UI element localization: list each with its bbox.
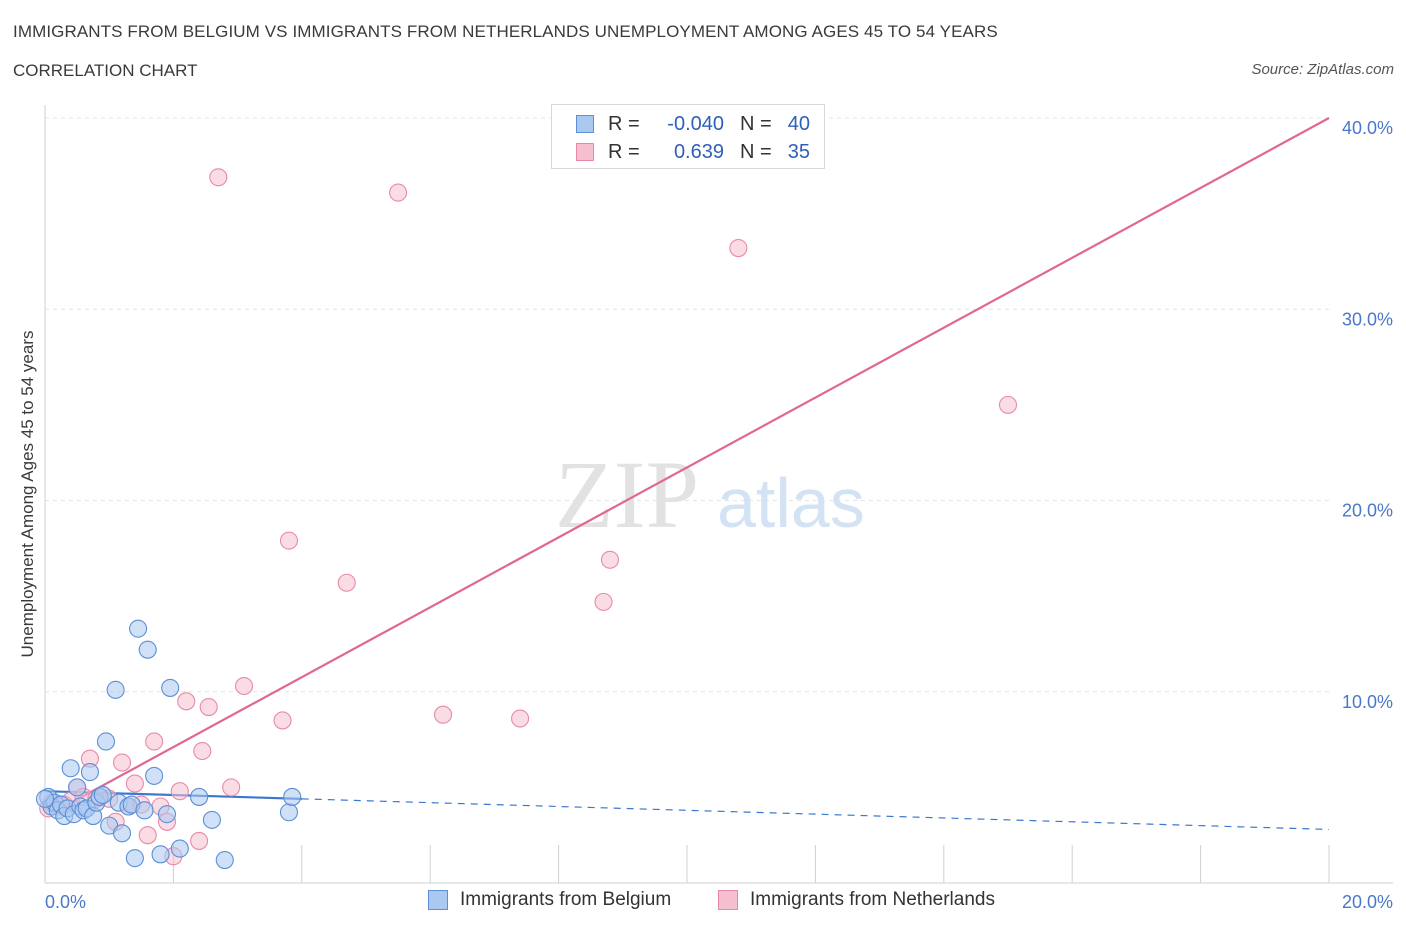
belgium-point — [68, 778, 87, 797]
netherlands-point — [222, 778, 241, 797]
netherlands-point — [279, 531, 299, 550]
chart-title: IMMIGRANTS FROM BELGIUM VS IMMIGRANTS FR… — [13, 22, 998, 41]
netherlands-point — [511, 709, 530, 728]
netherlands-point — [199, 697, 218, 717]
netherlands-point — [998, 395, 1018, 414]
netherlands-point — [177, 692, 196, 711]
r-label: R = — [608, 140, 640, 163]
belgium-point — [215, 850, 234, 870]
netherlands-point — [337, 573, 356, 592]
netherlands-point — [209, 168, 228, 187]
netherlands-point — [273, 711, 292, 730]
n-value: 35 — [787, 140, 810, 163]
y-axis-label: Unemployment Among Ages 45 to 54 years — [18, 331, 37, 658]
netherlands-point — [433, 705, 453, 724]
netherlands-swatch — [576, 143, 594, 161]
belgium-point — [125, 849, 144, 868]
grid-lines — [45, 117, 1329, 693]
belgium-legend-label: Immigrants from Belgium — [460, 889, 672, 910]
belgium-points — [35, 619, 302, 870]
n-value: 40 — [787, 112, 810, 135]
netherlands-point — [170, 782, 189, 801]
belgium-point — [161, 678, 180, 697]
netherlands-trend-line — [63, 117, 1330, 808]
y-tick-label: 30.0% — [1342, 309, 1393, 329]
x-tick-labels: 0.0% 20.0% — [45, 892, 1393, 912]
axes — [44, 105, 1393, 884]
belgium-point — [157, 805, 177, 824]
netherlands-point — [600, 550, 620, 569]
stats-row-netherlands: R = 0.639 N = 35 — [576, 140, 810, 164]
netherlands-point — [193, 741, 212, 761]
netherlands-point — [112, 753, 132, 772]
belgium-point — [61, 759, 80, 778]
netherlands-point — [729, 239, 748, 258]
belgium-point — [283, 787, 302, 806]
stats-legend: R = -0.040 N = 40 R = 0.639 N = 35 — [551, 104, 825, 169]
chart-subtitle: CORRELATION CHART — [13, 61, 198, 80]
netherlands-legend-label: Immigrants from Netherlands — [750, 889, 995, 910]
n-label: N = — [740, 140, 772, 163]
r-value: -0.040 — [667, 112, 724, 135]
netherlands-legend-swatch — [718, 890, 738, 910]
belgium-point — [96, 732, 116, 751]
belgium-point — [112, 824, 132, 843]
legend-item-netherlands[interactable]: Immigrants from Netherlands — [718, 889, 995, 911]
stats-row-belgium: R = -0.040 N = 40 — [576, 112, 810, 136]
belgium-point — [138, 640, 157, 659]
netherlands-point — [234, 676, 254, 696]
watermark: ZIP atlas — [555, 441, 865, 548]
y-tick-labels: 10.0% 20.0% 30.0% 40.0% — [1342, 118, 1393, 712]
netherlands-point — [190, 831, 209, 850]
belgium-swatch — [576, 115, 594, 133]
watermark-zip: ZIP — [555, 441, 699, 548]
r-label: R = — [608, 112, 640, 135]
belgium-point — [106, 680, 125, 699]
legend-item-belgium[interactable]: Immigrants from Belgium — [428, 889, 671, 911]
x-tick-label: 0.0% — [45, 892, 86, 912]
belgium-point — [135, 801, 154, 820]
n-label: N = — [740, 112, 772, 135]
belgium-point — [129, 619, 148, 638]
belgium-point — [279, 803, 299, 822]
belgium-trend-projection — [301, 798, 1330, 831]
netherlands-point — [145, 732, 164, 751]
netherlands-point — [138, 826, 157, 845]
netherlands-point — [125, 774, 144, 793]
netherlands-point — [594, 592, 613, 611]
y-tick-label: 20.0% — [1342, 501, 1393, 521]
belgium-point — [190, 787, 209, 806]
y-tick-label: 10.0% — [1342, 692, 1393, 712]
belgium-point — [202, 810, 221, 829]
belgium-point — [151, 845, 170, 864]
watermark-atlas: atlas — [717, 464, 865, 542]
belgium-point — [35, 789, 55, 808]
belgium-point — [80, 763, 99, 782]
belgium-point — [170, 839, 189, 858]
belgium-legend-swatch — [428, 890, 448, 910]
r-value: 0.639 — [673, 140, 724, 163]
belgium-point — [93, 785, 112, 805]
netherlands-points — [39, 168, 1018, 866]
source-label: Source: ZipAtlas.com — [1251, 61, 1394, 78]
netherlands-point — [389, 183, 408, 202]
y-tick-label: 40.0% — [1342, 118, 1393, 138]
belgium-point — [145, 766, 164, 785]
x-tick-label: 20.0% — [1342, 892, 1393, 912]
